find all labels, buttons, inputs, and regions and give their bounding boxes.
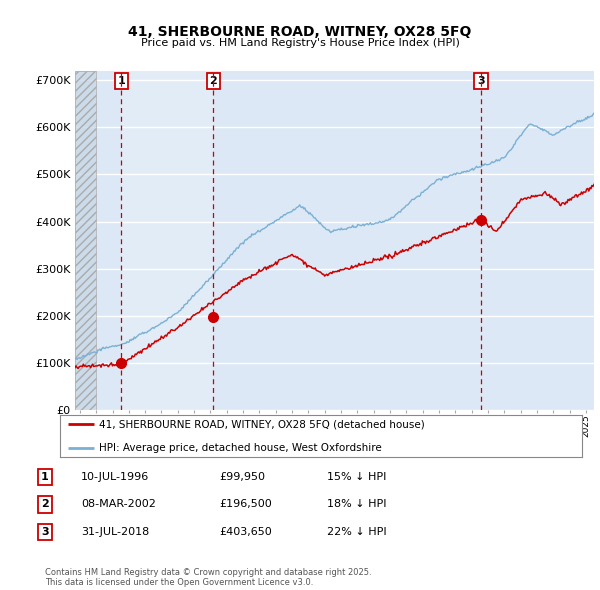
Text: 2: 2 <box>41 500 49 509</box>
Text: 3: 3 <box>477 76 485 86</box>
Text: £196,500: £196,500 <box>219 500 272 509</box>
Bar <box>121 71 214 410</box>
Text: 41, SHERBOURNE ROAD, WITNEY, OX28 5FQ (detached house): 41, SHERBOURNE ROAD, WITNEY, OX28 5FQ (d… <box>99 419 425 429</box>
Text: Contains HM Land Registry data © Crown copyright and database right 2025.
This d: Contains HM Land Registry data © Crown c… <box>45 568 371 587</box>
Text: 08-MAR-2002: 08-MAR-2002 <box>81 500 156 509</box>
Text: Price paid vs. HM Land Registry's House Price Index (HPI): Price paid vs. HM Land Registry's House … <box>140 38 460 48</box>
Text: 31-JUL-2018: 31-JUL-2018 <box>81 527 149 537</box>
Text: 22% ↓ HPI: 22% ↓ HPI <box>327 527 386 537</box>
Text: £403,650: £403,650 <box>219 527 272 537</box>
Text: 1: 1 <box>41 472 49 481</box>
Text: 15% ↓ HPI: 15% ↓ HPI <box>327 472 386 481</box>
Text: 2: 2 <box>209 76 217 86</box>
Text: HPI: Average price, detached house, West Oxfordshire: HPI: Average price, detached house, West… <box>99 443 382 453</box>
Text: 41, SHERBOURNE ROAD, WITNEY, OX28 5FQ: 41, SHERBOURNE ROAD, WITNEY, OX28 5FQ <box>128 25 472 39</box>
Text: 1: 1 <box>118 76 125 86</box>
Text: 10-JUL-1996: 10-JUL-1996 <box>81 472 149 481</box>
Bar <box>75 71 96 410</box>
Bar <box>75 71 96 410</box>
Text: £99,950: £99,950 <box>219 472 265 481</box>
Text: 18% ↓ HPI: 18% ↓ HPI <box>327 500 386 509</box>
Text: 3: 3 <box>41 527 49 537</box>
